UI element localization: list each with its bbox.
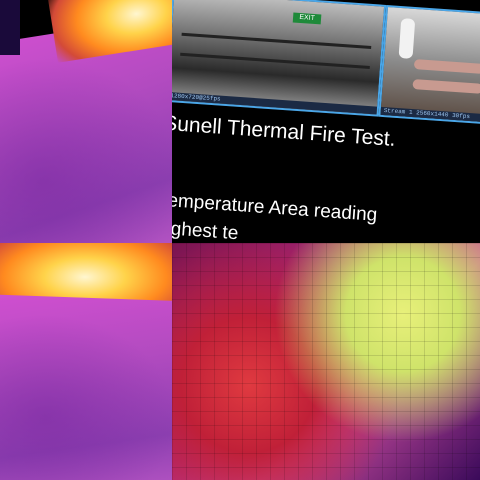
thermal-mosaic [172,243,480,480]
dark-corner [0,0,20,55]
thermal-wall-lower [0,294,172,480]
pixel-grid-overlay [172,243,480,480]
pixelated-thermal-panel [172,243,480,480]
thermal-wall-panel-bottom-left [0,243,172,480]
camera-and-slide-panel: EXIT 1280x720@25fps Stream 1 2560x1440 3… [172,0,480,243]
slide-title: Sunell Thermal Fire Test. [172,111,397,151]
slide-line-2: highest te [172,217,239,243]
thermal-wall-panel-top-left [0,0,172,243]
exit-sign: EXIT [292,12,322,25]
camera-view-left[interactable]: EXIT 1280x720@25fps [172,0,387,117]
camera-view-right[interactable]: Stream 1 2560x1440 30fps [378,4,480,124]
person-figure [398,18,416,59]
